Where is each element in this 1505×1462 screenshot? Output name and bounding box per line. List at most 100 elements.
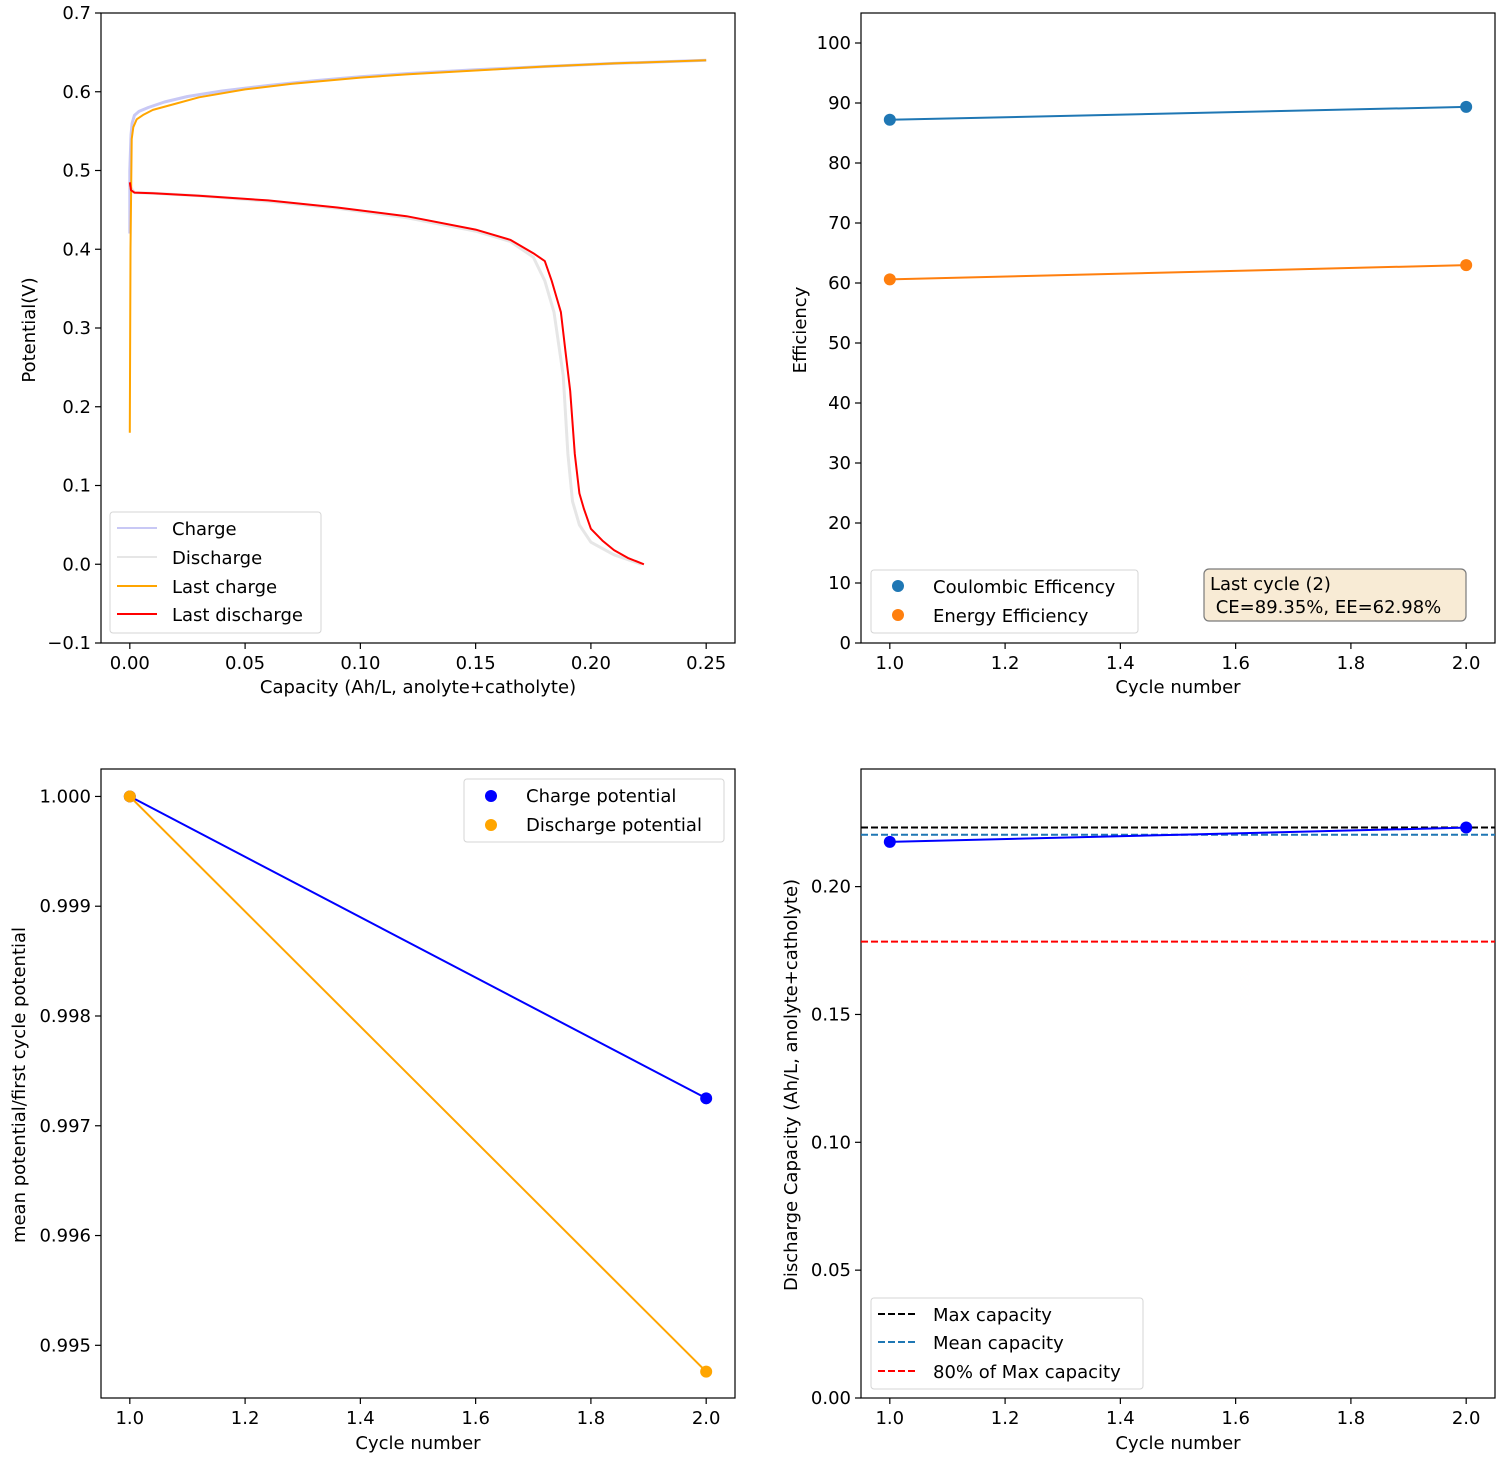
y-tick-label: 0.995	[39, 1335, 91, 1356]
y-tick-label: 1.000	[39, 786, 91, 807]
legend-label-discharge-potential: Discharge potential	[526, 815, 702, 836]
annotation-line-1: Last cycle (2)	[1210, 574, 1331, 595]
data-point-discharge-capacity	[883, 835, 896, 848]
x-tick-label: 1.6	[461, 1408, 490, 1429]
legend: Coulombic Efficency Energy Efficiency	[870, 569, 1139, 634]
y-tick-label: 0.0	[62, 554, 91, 575]
x-tick-label: 1.4	[1106, 653, 1135, 674]
legend: Max capacity Mean capacity 80% of Max ca…	[870, 1297, 1144, 1390]
reference-lines	[861, 826, 1495, 943]
legend-box	[109, 511, 322, 634]
x-tick-label: 1.0	[875, 653, 904, 674]
x-tick-label: 1.2	[231, 1408, 260, 1429]
y-tick-label: 0.00	[811, 1388, 851, 1409]
x-tick-label: 1.8	[1337, 1408, 1366, 1429]
plot-area-frame	[860, 12, 1496, 644]
y-tick-label: 0.15	[811, 1004, 851, 1025]
legend-label-max-capacity: Max capacity	[933, 1305, 1052, 1326]
y-tick-label: 90	[828, 93, 851, 114]
x-tick-label: 2.0	[1452, 1408, 1481, 1429]
x-axis-label: Cycle number	[1115, 1433, 1241, 1454]
x-tick-label: 1.6	[1221, 1408, 1250, 1429]
x-axis-label: Cycle number	[355, 1433, 481, 1454]
data-point-discharge-potential	[700, 1365, 713, 1378]
y-tick-label: 0.998	[39, 1006, 91, 1027]
legend-label-80pct-capacity: 80% of Max capacity	[933, 1362, 1121, 1383]
legend-marker-coulombic	[892, 580, 904, 592]
series-line-last-discharge	[128, 182, 645, 566]
series-lines	[883, 821, 1473, 848]
x-tick-label: 2.0	[1452, 653, 1481, 674]
y-axis-ticks: 0.00 0.05 0.10 0.15 0.20	[811, 877, 861, 1409]
y-tick-label: 0.6	[62, 82, 91, 103]
y-tick-label: 0.20	[811, 877, 851, 898]
series-line-charge	[128, 58, 707, 234]
x-tick-label: 1.2	[991, 1408, 1020, 1429]
legend-box	[870, 569, 1139, 634]
x-tick-label: 1.4	[346, 1408, 375, 1429]
y-axis-label: Potential(V)	[19, 277, 40, 382]
y-tick-label: 70	[828, 213, 851, 234]
x-tick-label: 1.4	[1106, 1408, 1135, 1429]
x-tick-label: 0.10	[340, 653, 380, 674]
y-tick-label: 20	[828, 513, 851, 534]
series-line-energy-efficiency	[889, 264, 1467, 281]
efficiency-chart: 1.0 1.2 1.4 1.6 1.8 2.0 0 10 20 30 40 50 60 70 80 90 10…	[790, 12, 1496, 698]
x-tick-label: 0.25	[686, 653, 726, 674]
legend-marker-charge-potential	[485, 790, 497, 802]
x-tick-label: 1.0	[115, 1408, 144, 1429]
y-tick-label: 0.7	[62, 3, 91, 24]
legend-label-coulombic: Coulombic Efficency	[933, 577, 1116, 598]
series-lines	[123, 790, 713, 1378]
legend: Charge potential Discharge potential	[463, 778, 725, 843]
x-tick-label: 2.0	[692, 1408, 721, 1429]
y-tick-label: 30	[828, 453, 851, 474]
legend-box	[870, 1297, 1144, 1390]
y-tick-label: 0.4	[62, 239, 91, 260]
data-point-energy-efficiency	[883, 273, 896, 286]
legend-box	[463, 778, 725, 843]
series-line-discharge-potential	[129, 795, 707, 1373]
x-axis-ticks: 0.00 0.05 0.10 0.15 0.20 0.25	[110, 643, 726, 674]
x-tick-label: 1.8	[577, 1408, 606, 1429]
data-point-coulombic-efficency	[883, 113, 896, 126]
data-point-energy-efficiency	[1460, 259, 1473, 272]
series-lines	[883, 100, 1473, 286]
legend-label-charge: Charge	[172, 519, 237, 540]
y-tick-label: 40	[828, 393, 851, 414]
x-tick-label: 0.20	[571, 653, 611, 674]
y-tick-label: 0.10	[811, 1132, 851, 1153]
x-tick-label: 0.15	[456, 653, 496, 674]
potential-capacity-chart: 0.00 0.05 0.10 0.15 0.20 0.25 −0.1 0.0 0.1 0.2 0.…	[19, 3, 736, 698]
y-tick-label: 0.997	[39, 1116, 91, 1137]
x-tick-label: 0.00	[110, 653, 150, 674]
y-axis-label: Discharge Capacity (Ah/L, anolyte+cathol…	[781, 879, 802, 1291]
legend-label-discharge: Discharge	[172, 548, 262, 569]
y-tick-label: 0.999	[39, 896, 91, 917]
y-tick-label: −0.1	[47, 633, 91, 654]
discharge-capacity-chart: 1.0 1.2 1.4 1.6 1.8 2.0 0.000.050.100.150.20 …	[781, 768, 1496, 1454]
series-line-discharge	[128, 185, 643, 566]
legend-label-charge-potential: Charge potential	[526, 786, 676, 807]
x-tick-label: 1.6	[1221, 653, 1250, 674]
y-tick-label: 0.3	[62, 318, 91, 339]
y-tick-label: 50	[828, 333, 851, 354]
data-point-discharge-capacity	[1460, 821, 1473, 834]
last-cycle-annotation: Last cycle (2) CE=89.35%, EE=62.98%	[1203, 568, 1467, 622]
x-axis-label: Cycle number	[1115, 677, 1241, 698]
legend: Charge Discharge Last charge Last discha…	[109, 511, 322, 634]
legend-label-last-charge: Last charge	[172, 577, 277, 598]
x-axis-ticks: 1.0 1.2 1.4 1.6 1.8 2.0	[875, 643, 1481, 674]
legend-label-last-discharge: Last discharge	[172, 605, 303, 626]
legend-marker-discharge-potential	[485, 819, 497, 831]
series-line-coulombic-efficency	[889, 105, 1467, 121]
x-tick-label: 1.0	[875, 1408, 904, 1429]
data-point-discharge-potential	[123, 790, 136, 803]
x-axis-ticks: 1.0 1.2 1.4 1.6 1.8 2.0	[875, 1398, 1481, 1429]
data-point-coulombic-efficency	[1460, 100, 1473, 113]
y-tick-label: 10	[828, 573, 851, 594]
y-axis-label: mean potential/first cycle potential	[9, 927, 30, 1243]
plot-area-frame	[860, 768, 1496, 1399]
normalized-potential-chart: 1.0 1.2 1.4 1.6 1.8 2.0 0.9950.9960.9970.9980…	[9, 768, 736, 1454]
